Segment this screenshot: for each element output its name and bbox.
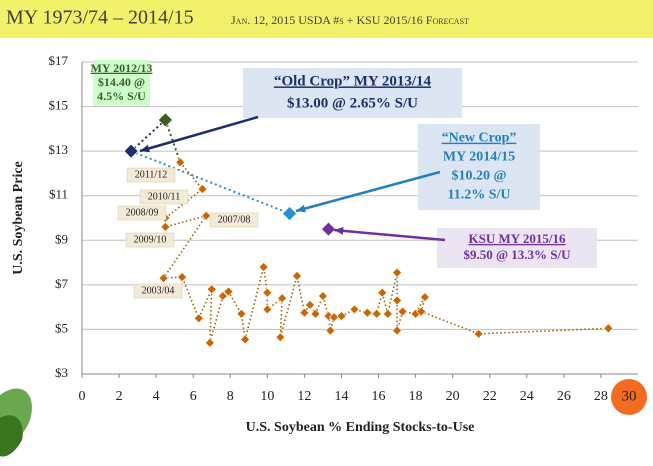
y-tick-label: $15 [49, 98, 69, 113]
y-axis-title: U.S. Soybean Price [11, 161, 26, 275]
point [292, 271, 301, 280]
y-tick-label: $13 [49, 142, 69, 157]
point [237, 309, 246, 318]
point [159, 274, 168, 283]
leaf-icon [0, 388, 32, 456]
point [393, 296, 402, 305]
point [259, 263, 268, 272]
point [124, 144, 138, 158]
x-tick-label: 6 [190, 389, 197, 404]
point [393, 268, 402, 277]
point [398, 307, 407, 316]
point [207, 285, 216, 294]
callout-text: MY 2014/15 [443, 150, 515, 165]
callout-text: 11.2% S/U [447, 188, 510, 203]
year-label: 2003/04 [142, 285, 175, 296]
point [350, 305, 359, 314]
point [276, 333, 285, 342]
x-tick-label: 10 [260, 389, 274, 404]
point [604, 324, 613, 333]
point [178, 273, 187, 282]
point [263, 305, 272, 314]
year-label: 2011/12 [135, 169, 167, 180]
y-tick-label: $9 [55, 231, 68, 246]
point [378, 288, 387, 297]
point [363, 308, 372, 317]
year-label: 2010/11 [148, 191, 180, 202]
y-tick-label: $3 [55, 365, 68, 380]
callout-text: $14.40 @ [98, 75, 145, 89]
x-tick-label: 0 [79, 389, 86, 404]
chart-subtitle: Jan. 12, 2015 USDA #s + KSU 2015/16 Fore… [231, 13, 469, 27]
x-tick-label: 24 [520, 389, 534, 404]
x-tick-label: 20 [446, 389, 460, 404]
x-tick-label: 14 [334, 389, 348, 404]
x-tick-label: 26 [557, 389, 571, 404]
point [474, 329, 483, 338]
callout-text: $10.20 @ [451, 169, 506, 184]
y-tick-label: $7 [55, 276, 69, 291]
point [241, 335, 250, 344]
x-tick-label: 12 [297, 389, 311, 404]
point [383, 309, 392, 318]
slide: MY 1973/74 – 2014/15 Jan. 12, 2015 USDA … [0, 0, 653, 466]
callout-text: 4.5% S/U [97, 89, 146, 103]
x-tick-label: 16 [372, 389, 386, 404]
x-tick-label: 2 [116, 389, 123, 404]
x-tick-label: 18 [409, 389, 423, 404]
x-tick-label: 8 [227, 389, 234, 404]
point [194, 314, 203, 323]
point [161, 222, 170, 231]
callout-text: $13.00 @ 2.65% S/U [287, 95, 418, 111]
page-number: 30 [622, 388, 637, 404]
callout-arrow [334, 230, 445, 240]
x-tick-label: 28 [594, 389, 608, 404]
callout-arrow [140, 117, 258, 151]
point [337, 312, 346, 321]
callout-arrowhead [140, 145, 150, 152]
y-tick-label: $5 [55, 320, 68, 335]
year-label: 2008/09 [126, 207, 159, 218]
point [205, 338, 214, 347]
point [326, 326, 335, 335]
point [321, 222, 335, 236]
point [311, 309, 320, 318]
point [202, 211, 211, 220]
callout-text: KSU MY 2015/16 [468, 231, 566, 246]
callout-text: MY 2012/13 [91, 61, 153, 75]
point [318, 292, 327, 301]
point [283, 207, 297, 221]
callout-text: $9.50 @ 13.3% S/U [463, 247, 571, 262]
point [278, 294, 287, 303]
callout-text: “New Crop” [442, 131, 517, 146]
year-label: 2007/08 [218, 214, 251, 225]
point [420, 293, 429, 302]
point [393, 326, 402, 335]
x-tick-label: 4 [153, 389, 160, 404]
x-axis-title: U.S. Soybean % Ending Stocks-to-Use [246, 420, 475, 435]
point [198, 185, 207, 194]
year-label: 2009/10 [134, 234, 167, 245]
y-tick-label: $11 [49, 187, 68, 202]
chart-title: MY 1973/74 – 2014/15 [6, 7, 194, 29]
y-tick-label: $17 [49, 53, 69, 68]
callout-text: “Old Crop” MY 2013/14 [274, 73, 432, 89]
point [263, 288, 272, 297]
x-tick-label: 22 [483, 389, 497, 404]
point [372, 309, 381, 318]
